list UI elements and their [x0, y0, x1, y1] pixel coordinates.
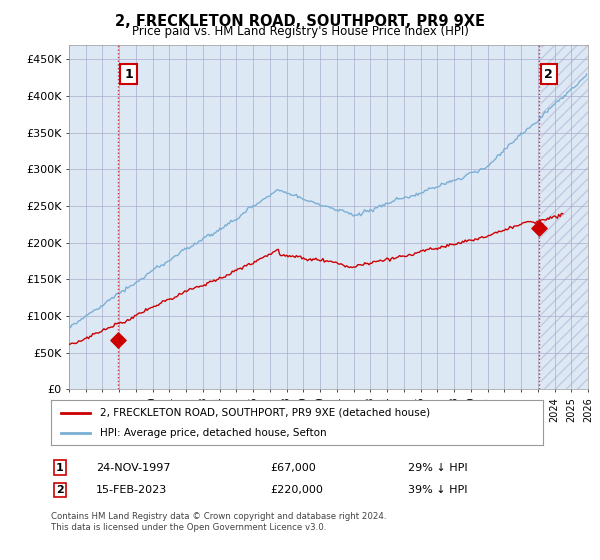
Text: 2, FRECKLETON ROAD, SOUTHPORT, PR9 9XE: 2, FRECKLETON ROAD, SOUTHPORT, PR9 9XE — [115, 14, 485, 29]
Point — [535, 223, 544, 232]
Text: 2: 2 — [544, 68, 553, 81]
Text: Contains HM Land Registry data © Crown copyright and database right 2024.
This d: Contains HM Land Registry data © Crown c… — [51, 512, 386, 532]
Text: 29% ↓ HPI: 29% ↓ HPI — [408, 463, 467, 473]
Text: 1: 1 — [124, 68, 133, 81]
Text: 39% ↓ HPI: 39% ↓ HPI — [408, 485, 467, 495]
Text: £67,000: £67,000 — [270, 463, 316, 473]
Point — [113, 335, 122, 344]
Text: 24-NOV-1997: 24-NOV-1997 — [96, 463, 170, 473]
Text: 2, FRECKLETON ROAD, SOUTHPORT, PR9 9XE (detached house): 2, FRECKLETON ROAD, SOUTHPORT, PR9 9XE (… — [100, 408, 430, 418]
Text: £220,000: £220,000 — [270, 485, 323, 495]
Text: 15-FEB-2023: 15-FEB-2023 — [96, 485, 167, 495]
Bar — [541, 45, 588, 389]
Text: Price paid vs. HM Land Registry's House Price Index (HPI): Price paid vs. HM Land Registry's House … — [131, 25, 469, 38]
Text: 1: 1 — [56, 463, 64, 473]
Text: 2: 2 — [56, 485, 64, 495]
Text: HPI: Average price, detached house, Sefton: HPI: Average price, detached house, Seft… — [100, 428, 327, 438]
